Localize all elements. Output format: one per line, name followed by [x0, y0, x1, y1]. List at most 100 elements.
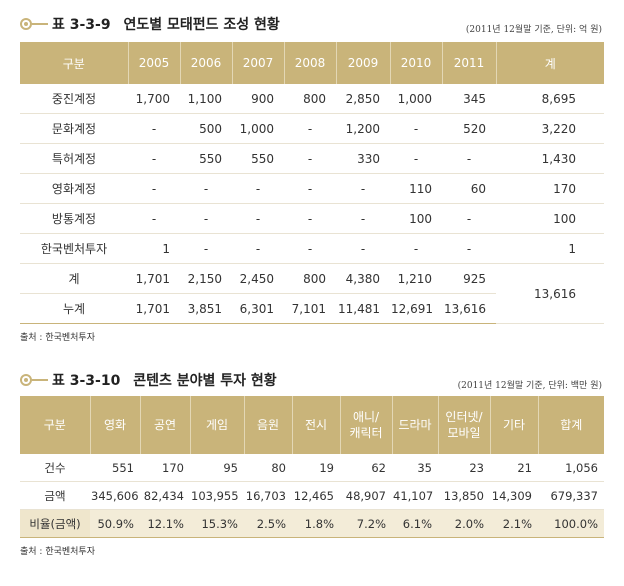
data-cell: 19: [292, 454, 340, 482]
table-row: 누계 1,701 3,851 6,301 7,101 11,481 12,691 13,616: [20, 293, 604, 324]
header-cell: 전시: [291, 396, 340, 454]
data-cell: 551: [90, 454, 140, 482]
data-cell: -: [284, 203, 336, 234]
bullet-line: [32, 23, 48, 25]
header-cell: 2008: [283, 42, 336, 84]
header-cell: 인터넷/ 모바일: [437, 396, 490, 454]
table-3-3-10-section: 표 3-3-10 콘텐츠 분야별 투자 현황 (2011년 12월말 기준, 단…: [20, 368, 604, 557]
data-cell: -: [180, 173, 232, 204]
data-cell: 330: [336, 143, 390, 174]
data-cell: 1,000: [232, 113, 284, 144]
fund-table: 구분 2005 2006 2007 2008 2009 2010 2011 계 …: [20, 42, 604, 324]
data-cell: 13,850: [438, 481, 490, 510]
data-cell: 7,101: [284, 293, 336, 324]
header-cell: 계: [495, 42, 604, 84]
data-cell: -: [390, 143, 442, 174]
row-label: 비율(금액): [20, 509, 90, 538]
data-cell: 2,850: [336, 84, 390, 114]
header-cell: 구분: [20, 396, 90, 454]
total-cell: 100: [496, 203, 604, 234]
unit-note: (2011년 12월말 기준, 단위: 억 원): [465, 25, 602, 35]
data-cell: 80: [244, 454, 292, 482]
data-cell: 800: [284, 84, 336, 114]
data-cell: 679,337: [538, 481, 604, 510]
data-cell: -: [284, 113, 336, 144]
data-cell: -: [442, 203, 496, 234]
data-cell: 60: [442, 173, 496, 204]
table-row: 건수 551 170 95 80 19 62 35 23 21 1,056: [20, 454, 604, 482]
row-label: 영화계정: [20, 173, 128, 204]
data-cell: 41,107: [392, 481, 438, 510]
data-cell: -: [336, 203, 390, 234]
header-cell: 음원: [243, 396, 292, 454]
data-cell: 1,200: [336, 113, 390, 144]
circle-bullet-icon: [20, 18, 32, 30]
data-cell: 925: [442, 263, 496, 294]
header-cell: 합계: [537, 396, 604, 454]
table-row: 방통계정 - - - - -100-100: [20, 203, 604, 234]
data-cell: 2,450: [232, 263, 284, 294]
data-cell: 12.1%: [140, 509, 190, 538]
data-cell: 500: [180, 113, 232, 144]
data-cell: 6.1%: [392, 509, 438, 538]
header-cell: 구분: [20, 42, 128, 84]
data-cell: 2,150: [180, 263, 232, 294]
data-cell: 12,691: [390, 293, 442, 324]
content-investment-table: 구분 영화 공연 게임 음원 전시 애니/ 캐릭터 드라마 인터넷/ 모바일 기타 합계 건수 551…: [20, 396, 604, 538]
data-cell: 170: [140, 454, 190, 482]
data-cell: 62: [340, 454, 392, 482]
data-cell: -: [180, 203, 232, 234]
data-cell: 100: [390, 203, 442, 234]
data-cell: -: [442, 143, 496, 174]
row-label: 계: [20, 263, 128, 294]
data-cell: -: [442, 233, 496, 264]
row-label: 특허계정: [20, 143, 128, 174]
table-number: 표 3-3-9: [52, 17, 111, 33]
data-cell: 100.0%: [538, 509, 604, 538]
header-row: 구분 영화 공연 게임 음원 전시 애니/ 캐릭터 드라마 인터넷/ 모바일 기타 합계: [20, 396, 604, 454]
header-row: 구분 2005 2006 2007 2008 2009 2010 2011 계: [20, 42, 604, 84]
table-title: 표 3-3-10 콘텐츠 분야별 투자 현황: [52, 370, 277, 390]
data-cell: 1,701: [128, 293, 180, 324]
data-cell: -: [336, 233, 390, 264]
table-row: 중진계정 1,700 1,100 900 800 2,850 1,000 345 8,695: [20, 84, 604, 114]
data-cell: 2.0%: [438, 509, 490, 538]
data-cell: 800: [284, 263, 336, 294]
data-cell: 900: [232, 84, 284, 114]
table-number: 표 3-3-10: [52, 373, 121, 389]
source-note: 출처 : 한국벤처투자: [20, 333, 95, 343]
data-cell: -: [128, 113, 180, 144]
data-cell: 95: [190, 454, 244, 482]
header-cell: 2009: [335, 42, 390, 84]
data-cell: 1,056: [538, 454, 604, 482]
data-cell: 21: [490, 454, 538, 482]
header-cell: 2007: [231, 42, 284, 84]
table-title: 표 3-3-9 연도별 모태펀드 조성 현황: [52, 14, 280, 34]
data-cell: -: [128, 203, 180, 234]
data-cell: 550: [180, 143, 232, 174]
header-cell: 2010: [389, 42, 442, 84]
header-cell: 2005: [127, 42, 180, 84]
data-cell: 345: [442, 84, 496, 114]
row-label: 한국벤처투자: [20, 233, 128, 264]
data-cell: 50.9%: [90, 509, 140, 538]
data-cell: 11,481: [336, 293, 390, 324]
table-name: 연도별 모태펀드 조성 현황: [123, 17, 280, 33]
table-row: 한국벤처투자 1- - - - - -1: [20, 233, 604, 264]
total-cell: 170: [496, 173, 604, 204]
data-cell: 1,000: [390, 84, 442, 114]
bullet-line: [32, 379, 48, 381]
row-label: 금액: [20, 481, 90, 510]
data-cell: 2.1%: [490, 509, 538, 538]
data-cell: 14,309: [490, 481, 538, 510]
data-cell: 1,100: [180, 84, 232, 114]
total-cell: 8,695: [496, 84, 604, 114]
row-label: 누계: [20, 293, 128, 324]
data-cell: 1: [128, 233, 180, 264]
data-cell: -: [336, 173, 390, 204]
data-cell: 1,700: [128, 84, 180, 114]
total-cell: 3,220: [496, 113, 604, 144]
data-cell: -: [284, 143, 336, 174]
data-cell: 15.3%: [190, 509, 244, 538]
data-cell: -: [180, 233, 232, 264]
